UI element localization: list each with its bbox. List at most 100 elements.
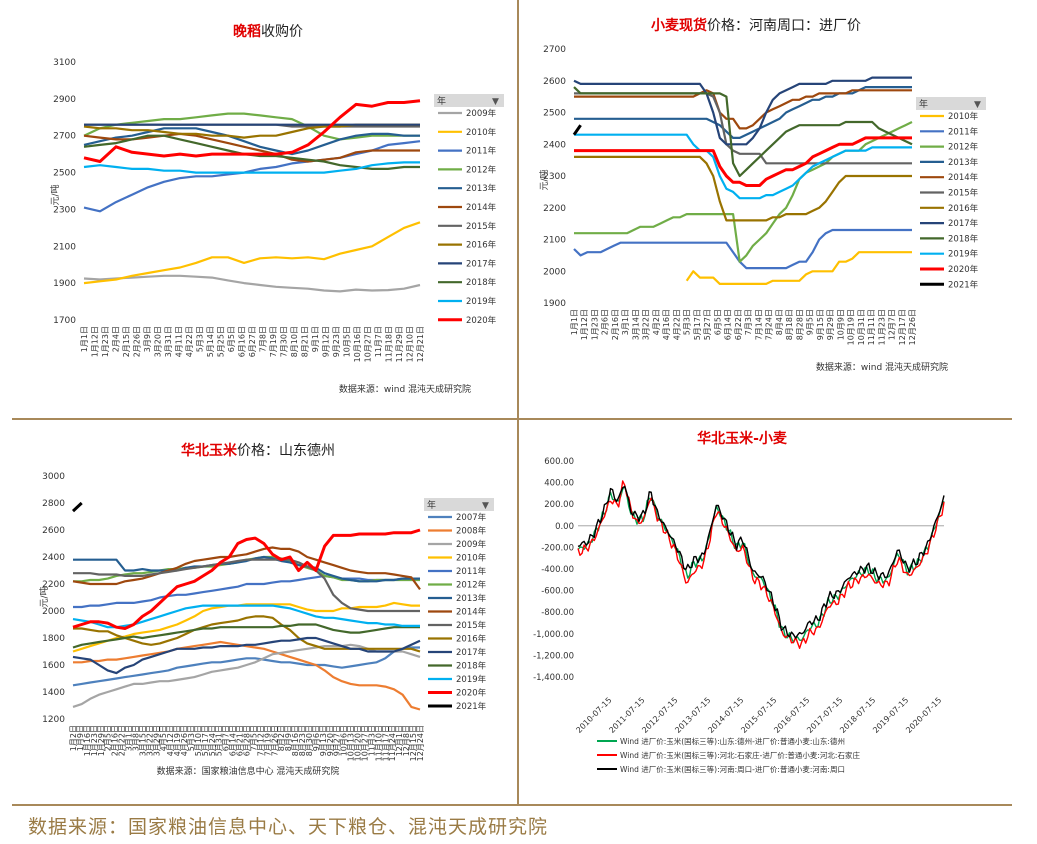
legend-label: 2011年 — [466, 146, 497, 157]
x-tick-label: 4月26日 — [180, 725, 189, 756]
series-line-2011 — [573, 228, 912, 270]
y-tick-label: 1900 — [543, 299, 566, 309]
x-tick-label: 3月15日 — [138, 725, 147, 756]
series-line — [577, 485, 945, 639]
x-tick-label: 6月28日 — [243, 725, 252, 756]
x-tick-label: 3月14日 — [631, 309, 640, 340]
y-tick-label: 1400 — [42, 688, 65, 698]
x-tick-label: 4月11日 — [175, 326, 184, 357]
legend-header-bg — [434, 94, 504, 107]
x-tick-label: 2月15日 — [122, 326, 131, 357]
x-tick-label: 8月16日 — [291, 725, 300, 756]
x-tick-label: 6月22日 — [734, 309, 743, 340]
x-tick-label: 10月27日 — [364, 326, 373, 362]
x-tick-label: 1月29日 — [97, 725, 106, 756]
y-tick-label: 600.00 — [544, 457, 574, 467]
y-tick-label: 2300 — [53, 205, 76, 215]
x-tick-label: 7月3日 — [744, 309, 753, 335]
legend-label: 2014年 — [948, 172, 979, 183]
x-tick-label: 3月22日 — [145, 725, 154, 756]
series-line-2009 — [83, 274, 421, 293]
filter-icon: ▼ — [492, 97, 499, 107]
x-tick-label: 10月6日 — [340, 725, 349, 756]
x-tick-label: 2月26日 — [133, 326, 142, 357]
x-tick-label: 9月20日 — [326, 725, 335, 756]
x-tick-label: 10月16日 — [353, 326, 362, 362]
legend-label: 2011年 — [456, 566, 487, 577]
y-tick-label: 2800 — [42, 499, 65, 509]
legend-label: 2019年 — [466, 296, 497, 307]
y-axis-label: 元/吨 — [38, 586, 50, 607]
chart-corn-wheat-spread: 华北玉米-小麦 -1,400.00 -1,200.00 -1,000.00 -800.0… — [533, 430, 945, 774]
series-line-2010 — [685, 251, 912, 285]
y-tick-label: 2500 — [53, 169, 76, 179]
x-tick-label: 7月8日 — [259, 326, 268, 352]
x-tick-label: 8月18日 — [785, 309, 794, 340]
series-line-2021 — [71, 501, 83, 513]
legend-label: 2018年 — [456, 661, 487, 672]
legend-label: 2013年 — [948, 157, 979, 168]
x-tick-label: 10月20日 — [354, 725, 363, 761]
x-tick-label: 8月4日 — [775, 309, 784, 335]
x-tick-label: 10月13日 — [347, 725, 356, 761]
chart-title: 小麦现货价格：河南周口：进厂价 — [651, 17, 861, 34]
legend-label: 2016年 — [466, 240, 497, 251]
series-line-2019 — [72, 604, 420, 629]
x-tick-label: 1月23日 — [590, 309, 599, 340]
y-tick-label: 2100 — [543, 236, 566, 246]
x-tick-label: 10月5日 — [343, 326, 352, 357]
x-tick-label: 3月31日 — [164, 326, 173, 357]
legend-label: 2010年 — [466, 127, 497, 138]
x-tick-label: 8月30日 — [305, 725, 314, 756]
legend-label: 2008年 — [456, 526, 487, 537]
x-tick-label: 1月12日 — [91, 326, 100, 357]
x-tick-label: 2月5日 — [104, 725, 113, 751]
legend-label: 2019年 — [456, 674, 487, 685]
chart-source: 数据来源：wind 混沌天成研究院 — [339, 383, 471, 395]
x-tick-label: 4月19日 — [173, 725, 182, 756]
legend-label: Wind 进厂价:玉米(国标三等):河南:周口-进厂价:普通小麦:河南:周口 — [620, 764, 845, 774]
series-line-2019 — [83, 161, 420, 174]
chart-corn-price: 华北玉米价格：山东德州 1200 1400 1600 1800 2000 2200 2400 2… — [38, 442, 494, 777]
x-tick-label: 9月23日 — [332, 326, 341, 357]
x-tick-label: 9月13日 — [319, 725, 328, 756]
series-line-2012 — [574, 121, 913, 263]
x-tick-label: 5月24日 — [208, 725, 217, 756]
x-tick-label: 5月3日 — [187, 725, 196, 751]
x-tick-label: 8月28日 — [795, 309, 804, 340]
x-tick-label: 6月27日 — [248, 326, 257, 357]
legend-label: 2015年 — [466, 221, 497, 232]
series-line-2012 — [83, 112, 420, 141]
legend-label: 2014年 — [466, 202, 497, 213]
y-tick-label: 1800 — [42, 634, 65, 644]
footer-source: 数据来源：国家粮油信息中心、天下粮仓、混沌天成研究院 — [28, 816, 549, 838]
legend-label: 2020年 — [948, 264, 979, 275]
x-tick-label: 8月2日 — [277, 725, 286, 751]
filter-icon: ▼ — [974, 100, 981, 110]
legend-label: 2020年 — [456, 688, 487, 699]
x-tick-label: 9月27日 — [333, 725, 342, 756]
x-tick-label: 2月4日 — [112, 326, 121, 352]
x-tick-label: 11月24日 — [388, 725, 397, 761]
legend-label: 2021年 — [456, 701, 487, 712]
legend-label: 2020年 — [466, 315, 497, 326]
x-tick-label: 11月18日 — [385, 326, 394, 362]
legend-label: 2018年 — [466, 277, 497, 288]
y-tick-label: -1,000.00 — [533, 630, 574, 640]
series-line-2013 — [83, 127, 420, 156]
y-tick-label: 400.00 — [544, 479, 574, 489]
y-tick-label: 2300 — [543, 172, 566, 182]
chart-title-rest: 价格：河南周口：进厂价 — [707, 18, 861, 34]
y-tick-label: 3000 — [42, 472, 65, 482]
legend-header-label: 年 — [427, 499, 436, 511]
series-line — [577, 480, 945, 649]
series-line-2015 — [73, 558, 420, 613]
x-tick-label: 1月2日 — [69, 725, 78, 751]
filter-icon: ▼ — [482, 501, 489, 511]
x-tick-label: 11月29日 — [395, 326, 404, 362]
legend-label: 2016年 — [456, 634, 487, 645]
legend-label: Wind 进厂价:玉米(国标三等):河北:石家庄-进厂价:普通小麦:河北:石家庄 — [620, 750, 860, 760]
series-line-2008 — [73, 640, 421, 711]
x-tick-label: 7月30日 — [280, 326, 289, 357]
x-tick-label: 3月22日 — [642, 309, 651, 340]
